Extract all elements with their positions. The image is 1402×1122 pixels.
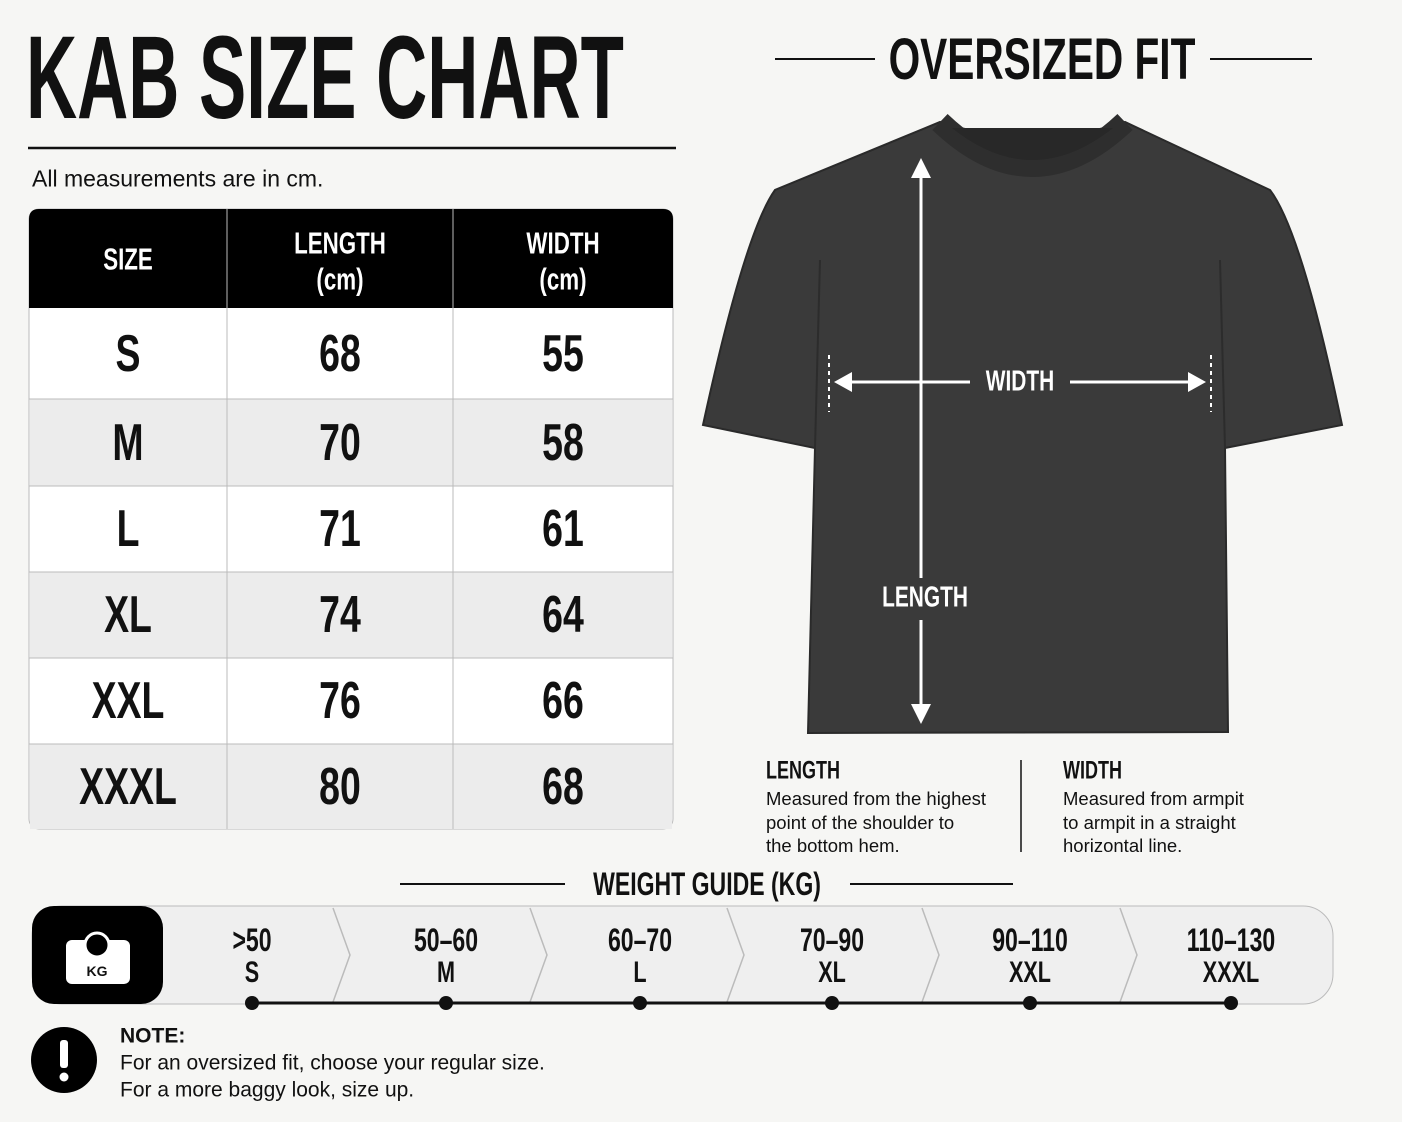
table-cell: M	[112, 413, 144, 472]
definition-title: WIDTH	[1063, 756, 1122, 785]
table-header: (cm)	[316, 261, 364, 297]
row-bg	[30, 572, 672, 658]
weight-size: S	[244, 956, 260, 989]
timeline-dot	[633, 996, 647, 1010]
table-cell: S	[115, 324, 141, 383]
row-bg	[30, 399, 672, 486]
weight-range: 60–70	[607, 922, 673, 958]
note-text: For a more baggy look, size up.	[120, 1078, 415, 1102]
weight-range: >50	[232, 922, 272, 958]
table-cell: XXXL	[79, 757, 177, 816]
table-header-bg	[29, 209, 673, 308]
definition-text: Measured from the highest	[766, 787, 987, 809]
table-cell: 76	[319, 672, 361, 730]
table-header: LENGTH	[294, 225, 386, 261]
table-cell: 66	[542, 672, 584, 730]
fit-title: OVERSIZED FIT	[888, 27, 1196, 92]
weight-range: 50–60	[413, 922, 479, 958]
scale-icon	[66, 940, 130, 984]
table-header: WIDTH	[526, 225, 600, 261]
table-cell: 68	[542, 757, 584, 816]
note-icon-mark	[60, 1040, 68, 1068]
table-cell: 58	[542, 413, 584, 472]
note-icon-mark	[59, 1072, 69, 1082]
timeline-dot	[439, 996, 453, 1010]
weight-range: 90–110	[992, 922, 1068, 958]
row-bg	[30, 744, 672, 829]
table-cell: 74	[319, 586, 361, 644]
width-label: WIDTH	[985, 365, 1055, 398]
weight-size: XL	[818, 956, 846, 989]
table-header: (cm)	[539, 261, 587, 297]
definition-text: the bottom hem.	[766, 834, 900, 856]
table-cell: XXL	[91, 672, 165, 730]
weight-size: XXL	[1008, 956, 1052, 989]
timeline-dot	[1023, 996, 1037, 1010]
table-header: SIZE	[103, 241, 153, 277]
definition-text: Measured from armpit	[1063, 787, 1244, 809]
weight-bar	[31, 905, 1334, 1005]
table-cell: 80	[319, 757, 361, 816]
timeline-dot	[245, 996, 259, 1010]
timeline-dot	[825, 996, 839, 1010]
collar	[932, 113, 1133, 177]
collar-inner	[952, 128, 1113, 160]
weight-size: M	[437, 956, 455, 989]
weight-size: XXXL	[1202, 956, 1260, 989]
definition-title: LENGTH	[766, 756, 841, 785]
weight-title: WEIGHT GUIDE (KG)	[593, 866, 821, 902]
table-cell: L	[116, 500, 140, 558]
definition-text: to armpit in a straight	[1063, 811, 1236, 833]
weight-range: 70–90	[799, 922, 865, 958]
subtitle: All measurements are in cm.	[32, 165, 324, 192]
tshirt	[701, 120, 1344, 735]
definition-text: horizontal line.	[1063, 834, 1183, 856]
table-cell: XL	[104, 586, 152, 644]
table-cell: 64	[542, 586, 584, 644]
weight-size: L	[633, 956, 647, 989]
icon-label: KG	[86, 963, 108, 979]
weight-range: 110–130	[1186, 922, 1276, 958]
chevron	[332, 907, 1138, 1003]
table-cell: 55	[542, 324, 584, 383]
table-cell: 71	[319, 500, 361, 558]
title: KAB SIZE CHART	[26, 12, 624, 144]
note-text: For an oversized fit, choose your regula…	[120, 1051, 545, 1075]
sleeve-seam	[814, 259, 1226, 449]
note-title: NOTE:	[120, 1024, 186, 1048]
scale-dial	[83, 931, 111, 959]
table-cell: 68	[319, 324, 361, 383]
timeline-dot	[1224, 996, 1238, 1010]
table-cell: 61	[542, 500, 584, 558]
table-cell: 70	[319, 413, 361, 472]
definition-text: point of the shoulder to	[766, 811, 955, 833]
length-label: LENGTH	[882, 581, 968, 614]
